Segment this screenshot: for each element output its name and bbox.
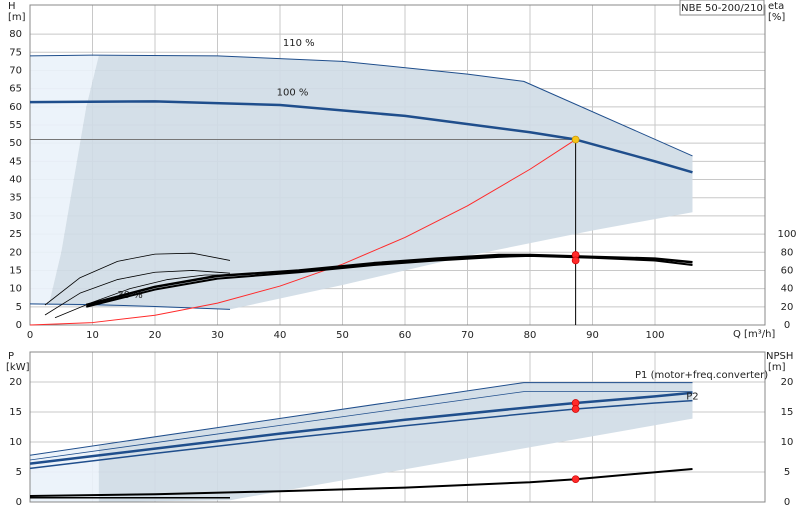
y-tick-label: 40 <box>9 175 22 186</box>
curve <box>29 391 693 465</box>
y-tick-label: 25 <box>9 229 22 240</box>
plot: 110 %100 %30 %05101520253035404550556065… <box>9 4 797 341</box>
y-tick-label: 70 <box>9 65 22 76</box>
y2-axis-name: eta <box>768 1 784 12</box>
chart-title: NBE 50-200/210 <box>681 3 763 14</box>
duty-point <box>571 405 580 413</box>
operating-area <box>30 55 99 306</box>
y2-tick-label: 15 <box>781 407 794 418</box>
y2-tick-label: 5 <box>784 467 790 478</box>
curve <box>29 139 576 326</box>
curve-label: 110 % <box>283 38 315 49</box>
curve-label: P1 (motor+freq.converter) <box>635 370 768 381</box>
curve <box>29 399 693 470</box>
plot-frame <box>29 4 766 326</box>
x-tick-label: 60 <box>399 330 412 341</box>
plot: P1 (motor+freq.converter)P20510152005101… <box>9 351 794 508</box>
duty-point <box>571 475 580 484</box>
y-tick-label: 5 <box>16 302 22 313</box>
curve <box>29 54 693 157</box>
x-tick-label: 30 <box>211 330 224 341</box>
curve <box>85 253 693 307</box>
operating-area <box>30 445 99 502</box>
plots: 110 %100 %30 %05101520253035404550556065… <box>9 4 797 508</box>
y-tick-label: 60 <box>9 102 22 113</box>
y-tick-label: 0 <box>16 497 22 508</box>
curve <box>29 100 693 174</box>
curve-label: P2 <box>686 391 698 402</box>
y2-tick-label: 10 <box>781 437 794 448</box>
y-tick-label: 20 <box>9 247 22 258</box>
y2-tick-label: 80 <box>781 247 794 258</box>
y2-axis-unit: [m] <box>768 362 786 373</box>
x-tick-label: 80 <box>524 330 537 341</box>
x-tick-label: 100 <box>645 330 664 341</box>
y2-tick-label: 20 <box>781 377 794 388</box>
x-tick-label: 40 <box>274 330 287 341</box>
y-tick-label: 45 <box>9 156 22 167</box>
y2-axis-name: NPSH <box>766 351 793 362</box>
duty-point <box>571 135 580 144</box>
x-tick-label: 70 <box>461 330 474 341</box>
y-tick-label: 5 <box>16 467 22 478</box>
x-tick-label: 0 <box>27 330 33 341</box>
y2-tick-label: 0 <box>784 320 790 331</box>
y-axis-name: H <box>8 1 16 12</box>
curve <box>44 252 231 306</box>
y-tick-label: 55 <box>9 120 22 131</box>
y-tick-label: 30 <box>9 211 22 222</box>
y2-tick-label: 20 <box>781 302 794 313</box>
x-tick-label: 20 <box>149 330 162 341</box>
x-tick-label: 90 <box>586 330 599 341</box>
y2-tick-label: 60 <box>781 265 794 276</box>
y-axis-name: P <box>8 351 14 362</box>
y-tick-label: 50 <box>9 138 22 149</box>
curve <box>29 382 693 456</box>
y-tick-label: 65 <box>9 84 22 95</box>
curve <box>44 270 231 316</box>
y-tick-label: 15 <box>9 407 22 418</box>
y-tick-label: 35 <box>9 193 22 204</box>
curve <box>29 391 693 461</box>
y-tick-label: 10 <box>9 284 22 295</box>
y-tick-label: 0 <box>16 320 22 331</box>
y2-tick-label: 0 <box>784 497 790 508</box>
y2-tick-label: 100 <box>777 229 796 240</box>
y-tick-label: 20 <box>9 377 22 388</box>
y-tick-label: 10 <box>9 437 22 448</box>
y-tick-label: 80 <box>9 29 22 40</box>
y-tick-label: 15 <box>9 265 22 276</box>
y-tick-label: 75 <box>9 47 22 58</box>
y2-tick-label: 40 <box>781 284 794 295</box>
curve-label: 100 % <box>277 87 309 98</box>
title-box <box>679 0 765 16</box>
curve <box>86 254 693 308</box>
x-tick-label: 50 <box>336 330 349 341</box>
y2-axis-unit: [%] <box>768 12 785 23</box>
operating-area <box>48 55 693 310</box>
duty-point <box>571 256 580 265</box>
y-axis-unit: [kW] <box>6 362 30 373</box>
plot-frame <box>29 351 766 503</box>
x-axis-label: Q [m³/h] <box>733 329 775 340</box>
curve <box>54 274 230 319</box>
y-axis-unit: [m] <box>8 12 26 23</box>
x-tick-label: 10 <box>86 330 99 341</box>
